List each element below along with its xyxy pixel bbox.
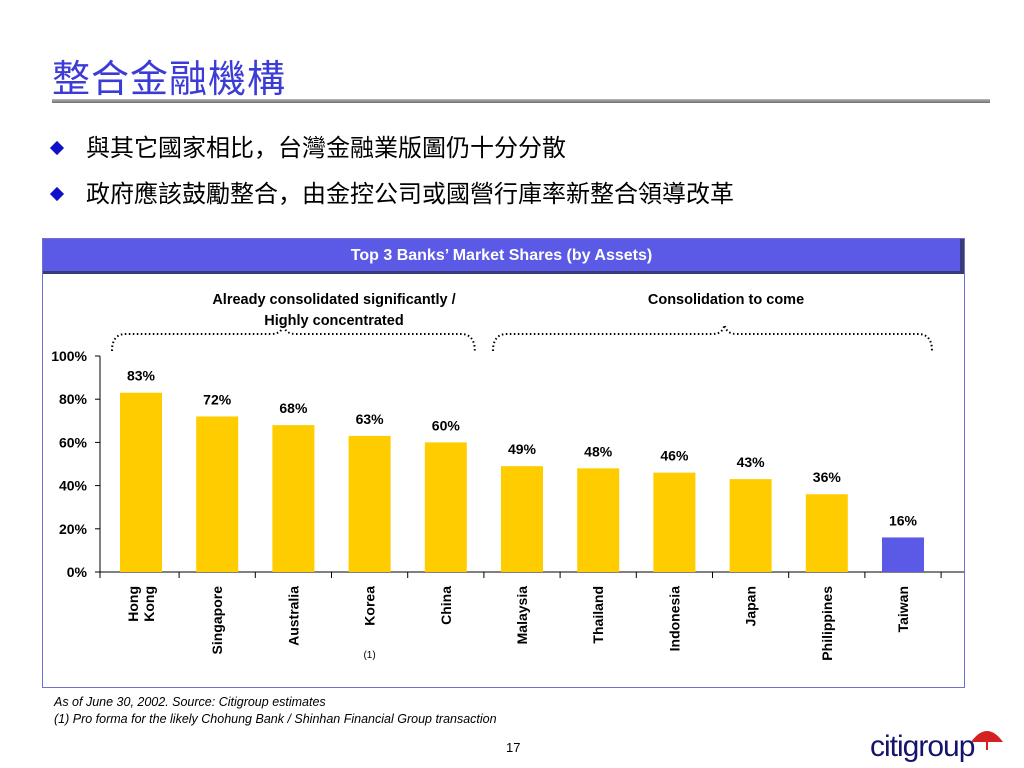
data-label: 68%: [279, 400, 308, 416]
bar-8: [729, 479, 772, 572]
bar-5: [501, 466, 543, 572]
data-label: 48%: [584, 443, 613, 459]
category-label: Japan: [743, 586, 759, 626]
data-label: 49%: [508, 441, 537, 457]
y-tick-label: 80%: [59, 391, 88, 407]
data-label: 36%: [813, 469, 842, 485]
category-label: Taiwan: [895, 586, 911, 632]
bar-10: [882, 537, 924, 572]
bar-1: [196, 416, 239, 572]
category-note: (1): [363, 650, 375, 661]
slide-title: 整合金融機構: [52, 57, 287, 101]
y-tick-label: 0%: [67, 564, 88, 580]
data-label: 43%: [737, 454, 766, 470]
category-label: China: [438, 586, 454, 625]
bar-0: [120, 392, 162, 572]
group-label: Highly concentrated: [264, 313, 403, 329]
category-label: HongKong: [125, 586, 157, 622]
data-label: 63%: [356, 411, 385, 427]
group-brace: [492, 324, 933, 352]
category-label: Indonesia: [666, 586, 682, 652]
chart-title: Top 3 Banks’ Market Shares (by Assets): [43, 239, 964, 274]
footnote-source: As of June 30, 2002. Source: Citigroup e…: [54, 695, 326, 709]
category-label: Singapore: [209, 586, 225, 655]
data-label: 60%: [432, 417, 461, 433]
data-label: 83%: [127, 368, 156, 384]
bar-2: [272, 425, 315, 572]
umbrella-arc-icon: [971, 731, 1003, 750]
bar-chart: 0% 20% 40% 60% 80% 100% 83% 72% 68% 63% 60% 49% 48% 4…: [51, 292, 964, 661]
page-number: 17: [506, 740, 521, 755]
category-label: Thailand: [590, 586, 606, 644]
diamond-bullet-icon: [49, 140, 65, 156]
group-label: Consolidation to come: [648, 292, 804, 308]
group-label: Already consolidated significantly /: [212, 292, 455, 308]
y-tick-label: 100%: [51, 348, 87, 364]
y-tick-label: 60%: [59, 434, 88, 450]
bullet-item: 政府應該鼓勵整合，由金控公司或國營行庫率新整合領導改革: [49, 174, 734, 220]
chart-panel: 0% 20% 40% 60% 80% 100% 83% 72% 68% 63% 60% 49% 48% 4…: [42, 238, 965, 688]
category-label: Philippines: [819, 586, 835, 661]
bar-9: [805, 494, 848, 572]
bar-4: [424, 442, 467, 572]
diamond-bullet-icon: [49, 186, 65, 202]
bullet-item: 與其它國家相比，台灣金融業版圖仍十分分散: [49, 128, 734, 174]
logo-wordmark: citigroup: [870, 730, 975, 763]
citigroup-logo: citigroup: [870, 722, 1020, 766]
data-label: 46%: [660, 448, 689, 464]
title-divider: [52, 99, 990, 103]
category-label: Korea: [362, 586, 378, 626]
y-tick-label: 20%: [59, 521, 88, 537]
category-label: Malaysia: [514, 586, 530, 645]
y-tick-label: 40%: [59, 478, 88, 494]
bullet-text: 與其它國家相比，台灣金融業版圖仍十分分散: [86, 134, 566, 162]
footnote-1: (1) Pro forma for the likely Chohung Ban…: [54, 712, 497, 726]
bar-3: [348, 435, 391, 572]
data-label: 16%: [889, 512, 918, 528]
data-label: 72%: [203, 391, 232, 407]
bar-7: [653, 472, 696, 572]
category-label: Australia: [285, 586, 301, 646]
footnotes: As of June 30, 2002. Source: Citigroup e…: [54, 694, 497, 728]
bar-6: [577, 468, 620, 572]
bullet-text: 政府應該鼓勵整合，由金控公司或國營行庫率新整合領導改革: [86, 180, 734, 208]
bullet-list: 與其它國家相比，台灣金融業版圖仍十分分散 政府應該鼓勵整合，由金控公司或國營行庫…: [49, 128, 734, 220]
